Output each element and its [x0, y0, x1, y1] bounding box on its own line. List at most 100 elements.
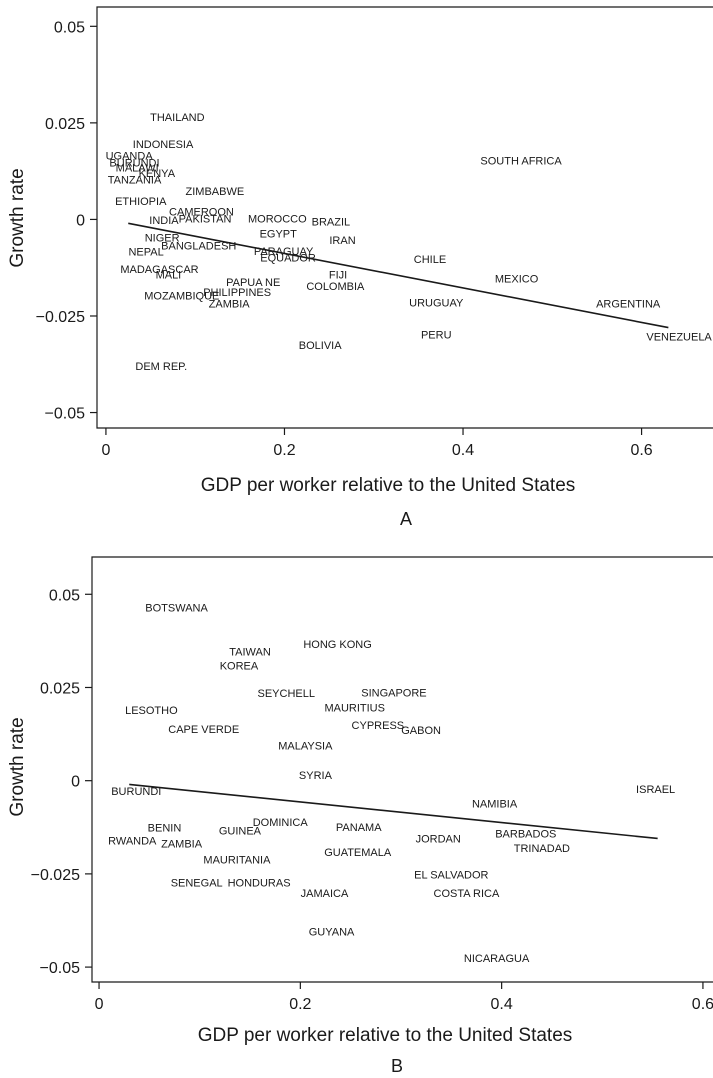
x-tick-label: 0	[101, 442, 110, 459]
point-label: DEM REP.	[135, 361, 187, 373]
point-label: SENEGAL	[171, 877, 223, 889]
panel-a-letter: A	[400, 509, 412, 529]
point-label: COSTA RICA	[434, 888, 500, 900]
panel-b-x-axis: 0 0.2 0.4 0.6	[95, 982, 713, 1013]
point-label: PHILIPPINES	[203, 287, 271, 299]
x-tick-label: 0.2	[289, 996, 311, 1013]
point-label: ZAMBIA	[209, 299, 251, 311]
point-label: ETHIOPIA	[115, 196, 167, 208]
point-label: URUGUAY	[409, 297, 464, 309]
point-label: DOMINICA	[253, 817, 309, 829]
point-label: MOZAMBIQUE	[144, 291, 219, 303]
panel-b-x-axis-title: GDP per worker relative to the United St…	[198, 1025, 573, 1046]
point-label: GUYANA	[309, 927, 355, 939]
point-label: THAILAND	[150, 112, 204, 124]
point-label: BOLIVIA	[299, 340, 342, 352]
y-tick-label: 0.025	[40, 680, 80, 697]
point-label: HONG KONG	[303, 639, 371, 651]
x-tick-label: 0	[95, 996, 104, 1013]
point-label: BARBADOS	[495, 828, 556, 840]
point-label: MALAYSIA	[278, 740, 333, 752]
point-label: UGANDA	[106, 151, 154, 163]
point-label: LESOTHO	[125, 705, 178, 717]
point-label: TANZANIA	[108, 175, 162, 187]
x-tick-label: 0.6	[630, 442, 652, 459]
point-label: RWANDA	[108, 836, 157, 848]
point-label: SINGAPORE	[361, 688, 426, 700]
x-tick-label: 0.2	[273, 442, 295, 459]
point-label: NICARAGUA	[464, 953, 530, 965]
y-tick-label: −0.05	[45, 406, 86, 423]
panel-a-x-axis: 0 0.2 0.4 0.6	[101, 428, 653, 459]
point-label: NIGER	[145, 233, 180, 245]
point-label: MALI	[156, 270, 182, 282]
point-label: JAMAICA	[301, 888, 349, 900]
point-label: BURUNDI	[111, 786, 161, 798]
point-label: BANGLADESH	[161, 240, 236, 252]
y-tick-label: 0	[71, 774, 80, 791]
point-label: ISRAEL	[636, 784, 675, 796]
panel-a-points: THAILAND INDONESIAUGANDABURUNDIMALAWIKENY…	[106, 112, 713, 373]
y-tick-label: 0.05	[54, 19, 85, 36]
point-label: MAURITANIA	[203, 855, 271, 867]
point-label: BURUNDI	[109, 157, 159, 169]
panel-b-letter: B	[391, 1056, 403, 1076]
point-label: ZIMBABWE	[186, 186, 245, 198]
point-label: CYPRESS	[352, 720, 405, 732]
panel-b-plot-frame	[91, 556, 713, 983]
point-label: EL SALVADOR	[414, 870, 488, 882]
point-label: MEXICO	[495, 274, 539, 286]
panel-a-x-axis-title: GDP per worker relative to the United St…	[201, 475, 576, 496]
point-label: PARAGUAY	[254, 246, 314, 258]
point-label: TAIWAN	[229, 647, 271, 659]
point-label: MAURITIUS	[324, 703, 385, 715]
point-label: COLOMBIA	[306, 281, 365, 293]
point-label: TRINADAD	[514, 843, 570, 855]
point-label: SOUTH AFRICA	[480, 156, 562, 168]
point-label: JORDAN	[416, 833, 461, 845]
panel-a: 0 0.2 0.4 0.6 −0.05 −0.025 0 0.025 0.05 THAILAN…	[7, 6, 713, 529]
x-tick-label: 0.4	[491, 996, 513, 1013]
point-label: EQUADOR	[260, 252, 316, 264]
point-label: ARGENTINA	[596, 299, 661, 311]
panel-a-y-axis-title: Growth rate	[7, 168, 28, 267]
point-label: BRAZIL	[312, 216, 351, 228]
point-label: BOTSWANA	[145, 602, 208, 614]
panel-b-points: BOTSWANA TAIWAN HONG KONG KOREA SEYCHELL SING…	[108, 602, 675, 964]
point-label: BENIN	[148, 822, 182, 834]
y-tick-label: −0.05	[40, 960, 81, 977]
point-label: CAPE VERDE	[168, 724, 239, 736]
point-label: CHILE	[414, 254, 446, 266]
point-label: INDONESIA	[133, 139, 194, 151]
y-tick-label: −0.025	[31, 867, 80, 884]
point-label: KENYA	[139, 168, 176, 180]
y-tick-label: 0.025	[45, 116, 85, 133]
point-label: FIJI	[329, 270, 347, 282]
point-label: VENEZUELA	[646, 331, 712, 343]
panel-b: 0 0.2 0.4 0.6 −0.05 −0.025 0 0.025 0.05 BOTSWAN…	[7, 556, 713, 1076]
point-label: PAKISTAN	[179, 213, 232, 225]
x-tick-label: 0.6	[692, 996, 713, 1013]
point-label: INDIA	[149, 215, 179, 227]
panel-a-y-axis: −0.05 −0.025 0 0.025 0.05	[36, 19, 97, 423]
panel-b-fit-line	[129, 783, 658, 840]
y-tick-label: 0.05	[49, 587, 80, 604]
point-label: NEPAL	[128, 246, 163, 258]
point-label: GABON	[401, 725, 441, 737]
x-tick-label: 0.4	[452, 442, 474, 459]
point-label: GUINEA	[219, 825, 262, 837]
point-label: MALAWI	[116, 162, 159, 174]
point-label: SYRIA	[299, 770, 333, 782]
point-label: NAMIBIA	[472, 798, 518, 810]
point-label: PERU	[421, 330, 452, 342]
point-label: GUATEMALA	[324, 847, 392, 859]
panel-a-fit-line	[128, 222, 669, 329]
point-label: CAMEROON	[169, 207, 234, 219]
y-tick-label: −0.025	[36, 309, 85, 326]
point-label: SEYCHELL	[258, 688, 315, 700]
point-label: PAPUA NE	[226, 277, 280, 289]
point-label: PANAMA	[336, 822, 382, 834]
panel-b-y-axis: −0.05 −0.025 0 0.025 0.05	[31, 587, 92, 977]
point-label: MOROCCO	[248, 213, 307, 225]
